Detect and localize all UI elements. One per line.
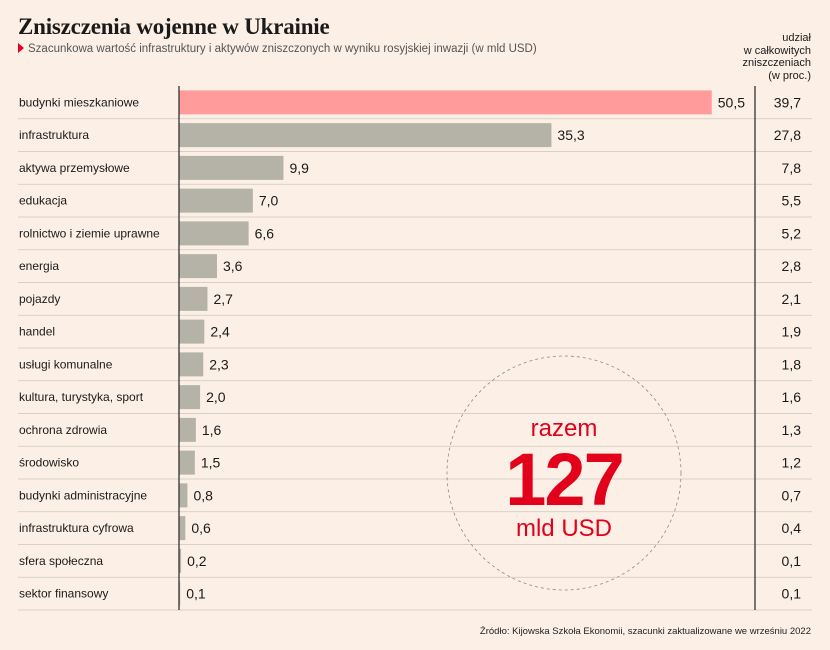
bar bbox=[179, 385, 201, 410]
category-label: rolnictwo i ziemie uprawne bbox=[19, 226, 160, 240]
category-label: ochrona zdrowia bbox=[19, 423, 107, 437]
category-label: infrastruktura cyfrowa bbox=[19, 521, 134, 535]
value-label: 0,2 bbox=[187, 553, 207, 569]
bar-highlighted bbox=[179, 90, 712, 115]
bar bbox=[179, 483, 188, 508]
share-value: 0,7 bbox=[782, 487, 802, 503]
value-label: 2,4 bbox=[210, 324, 230, 340]
share-value: 0,1 bbox=[782, 553, 802, 569]
category-label: edukacja bbox=[19, 194, 67, 208]
bar bbox=[179, 352, 204, 377]
category-label: pojazdy bbox=[19, 292, 60, 306]
share-value: 1,2 bbox=[782, 455, 802, 471]
value-label: 3,6 bbox=[223, 258, 243, 274]
share-value: 0,4 bbox=[782, 520, 802, 536]
value-label: 6,6 bbox=[255, 225, 275, 241]
bar bbox=[179, 155, 284, 180]
category-label: energia bbox=[19, 259, 59, 273]
share-value: 1,6 bbox=[782, 389, 802, 405]
share-value: 27,8 bbox=[774, 127, 801, 143]
bar bbox=[179, 548, 182, 573]
category-label: aktywa przemysłowe bbox=[19, 161, 130, 175]
bar bbox=[179, 516, 186, 541]
share-value: 39,7 bbox=[774, 94, 801, 110]
bar bbox=[179, 188, 253, 213]
share-value: 1,9 bbox=[782, 324, 802, 340]
category-label: budynki administracyjne bbox=[19, 488, 147, 502]
category-label: kultura, turystyka, sport bbox=[19, 390, 144, 404]
bar bbox=[179, 319, 205, 344]
category-label: sfera społeczna bbox=[19, 554, 103, 568]
category-label: budynki mieszkaniowe bbox=[19, 95, 139, 109]
share-column-header: udział w całkowitych zniszczeniach (w pr… bbox=[742, 32, 811, 82]
value-label: 0,1 bbox=[186, 586, 206, 602]
bar bbox=[179, 286, 208, 311]
value-label: 7,0 bbox=[259, 193, 279, 209]
share-value: 1,3 bbox=[782, 422, 802, 438]
total-label-top: razem bbox=[531, 415, 598, 442]
total-value: 127 bbox=[505, 438, 622, 521]
share-value: 7,8 bbox=[782, 160, 802, 176]
chart-rows: budynki mieszkaniowe 50,5 39,7 infrastruktu… bbox=[18, 90, 812, 611]
source-note: Źródło: Kijowska Szkoła Ekonomii, szacun… bbox=[479, 626, 811, 637]
value-label: 2,3 bbox=[209, 356, 229, 372]
triangle-marker-icon bbox=[18, 43, 24, 53]
category-label: infrastruktura bbox=[19, 128, 89, 142]
category-label: środowisko bbox=[19, 456, 79, 470]
chart-subtitle: Szacunkowa wartość infrastruktury i akty… bbox=[18, 43, 537, 55]
bar bbox=[179, 254, 217, 279]
share-value: 2,1 bbox=[782, 291, 802, 307]
subtitle-text: Szacunkowa wartość infrastruktury i akty… bbox=[28, 43, 537, 55]
value-label: 0,6 bbox=[191, 520, 211, 536]
bar bbox=[179, 450, 195, 475]
bar bbox=[179, 221, 249, 246]
share-value: 0,1 bbox=[782, 586, 802, 602]
value-label: 1,5 bbox=[201, 455, 221, 471]
chart-title: Zniszczenia wojenne w Ukrainie bbox=[18, 14, 330, 39]
share-value: 5,5 bbox=[782, 193, 802, 209]
share-value: 2,8 bbox=[782, 258, 802, 274]
category-label: sektor finansowy bbox=[19, 587, 108, 601]
category-label: usługi komunalne bbox=[19, 357, 113, 371]
value-label: 2,7 bbox=[213, 291, 233, 307]
value-label: 2,0 bbox=[206, 389, 226, 405]
value-label: 35,3 bbox=[557, 127, 584, 143]
bar bbox=[179, 123, 552, 148]
share-value: 1,8 bbox=[782, 356, 802, 372]
value-label: 9,9 bbox=[289, 160, 309, 176]
category-label: handel bbox=[19, 325, 55, 339]
total-label-bottom: mld USD bbox=[516, 515, 612, 542]
bar bbox=[179, 417, 196, 442]
value-label: 50,5 bbox=[718, 94, 745, 110]
value-label: 0,8 bbox=[193, 487, 213, 503]
total-circle bbox=[446, 355, 682, 591]
share-value: 5,2 bbox=[782, 225, 802, 241]
value-label: 1,6 bbox=[202, 422, 222, 438]
